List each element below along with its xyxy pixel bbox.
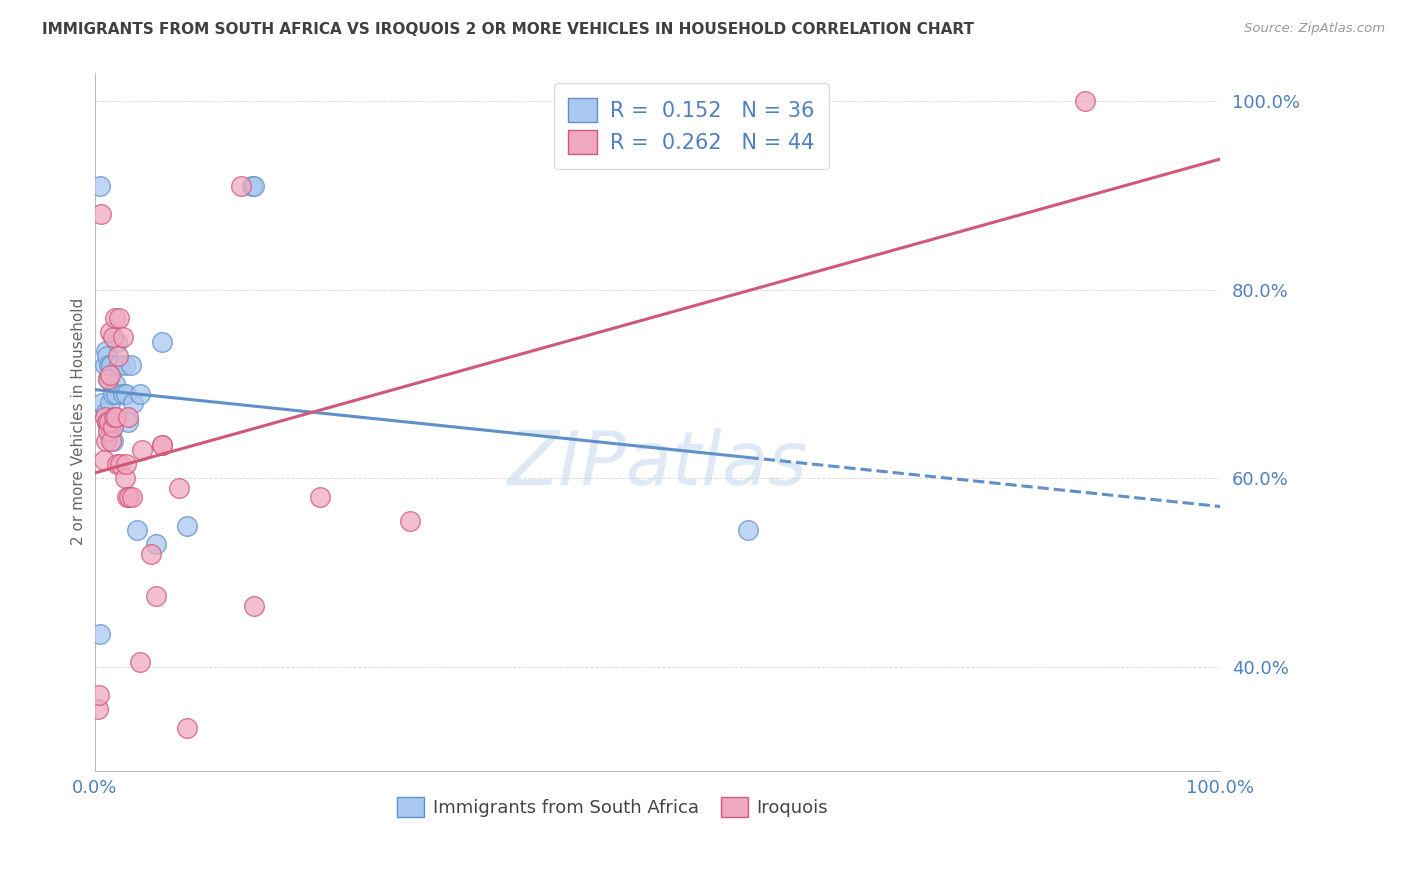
- Point: [103, 410, 125, 425]
- Point: [108, 311, 131, 326]
- Point: [176, 721, 198, 735]
- Point: [176, 518, 198, 533]
- Point: [107, 349, 129, 363]
- Point: [98, 419, 121, 434]
- Point: [308, 490, 330, 504]
- Point: [115, 386, 138, 401]
- Point: [101, 434, 124, 448]
- Point: [96, 415, 118, 429]
- Point: [229, 179, 252, 194]
- Point: [111, 386, 134, 401]
- Point: [118, 490, 141, 504]
- Text: Source: ZipAtlas.com: Source: ZipAtlas.com: [1244, 22, 1385, 36]
- Point: [100, 434, 122, 448]
- Point: [98, 396, 121, 410]
- Point: [105, 457, 128, 471]
- Point: [101, 415, 124, 429]
- Text: ZIPatlas: ZIPatlas: [508, 427, 807, 500]
- Point: [94, 344, 117, 359]
- Point: [91, 396, 114, 410]
- Point: [104, 377, 127, 392]
- Point: [114, 471, 136, 485]
- Point: [97, 424, 120, 438]
- Point: [89, 179, 111, 194]
- Point: [398, 514, 420, 528]
- Point: [243, 599, 266, 613]
- Point: [128, 386, 150, 401]
- Point: [131, 443, 153, 458]
- Point: [100, 424, 122, 438]
- Point: [104, 410, 127, 425]
- Point: [94, 434, 117, 448]
- Point: [110, 457, 132, 471]
- Point: [96, 349, 118, 363]
- Point: [100, 358, 122, 372]
- Point: [98, 368, 121, 382]
- Point: [104, 386, 127, 401]
- Point: [90, 207, 112, 221]
- Point: [101, 419, 124, 434]
- Point: [167, 481, 190, 495]
- Point: [240, 179, 263, 194]
- Point: [127, 523, 149, 537]
- Legend: Immigrants from South Africa, Iroquois: Immigrants from South Africa, Iroquois: [389, 790, 835, 824]
- Point: [97, 372, 120, 386]
- Point: [87, 702, 110, 716]
- Point: [111, 330, 134, 344]
- Point: [1074, 95, 1097, 109]
- Point: [243, 179, 266, 194]
- Point: [94, 405, 117, 419]
- Point: [105, 334, 128, 349]
- Point: [120, 358, 142, 372]
- Point: [150, 438, 173, 452]
- Point: [97, 372, 120, 386]
- Point: [114, 358, 136, 372]
- Point: [122, 778, 145, 792]
- Point: [117, 410, 139, 425]
- Point: [115, 457, 138, 471]
- Text: IMMIGRANTS FROM SOUTH AFRICA VS IROQUOIS 2 OR MORE VEHICLES IN HOUSEHOLD CORRELA: IMMIGRANTS FROM SOUTH AFRICA VS IROQUOIS…: [42, 22, 974, 37]
- Point: [93, 358, 115, 372]
- Point: [737, 523, 759, 537]
- Point: [87, 688, 110, 702]
- Point: [121, 490, 143, 504]
- Point: [108, 358, 131, 372]
- Point: [93, 410, 115, 425]
- Point: [121, 396, 143, 410]
- Y-axis label: 2 or more Vehicles in Household: 2 or more Vehicles in Household: [72, 298, 86, 546]
- Point: [104, 311, 127, 326]
- Point: [117, 415, 139, 429]
- Point: [98, 325, 121, 339]
- Point: [98, 358, 121, 372]
- Point: [96, 415, 118, 429]
- Point: [150, 334, 173, 349]
- Point: [101, 330, 124, 344]
- Point: [150, 438, 173, 452]
- Point: [128, 655, 150, 669]
- Point: [93, 452, 115, 467]
- Point: [139, 547, 162, 561]
- Point: [89, 627, 111, 641]
- Point: [98, 415, 121, 429]
- Point: [101, 386, 124, 401]
- Point: [115, 490, 138, 504]
- Point: [145, 537, 167, 551]
- Point: [145, 589, 167, 603]
